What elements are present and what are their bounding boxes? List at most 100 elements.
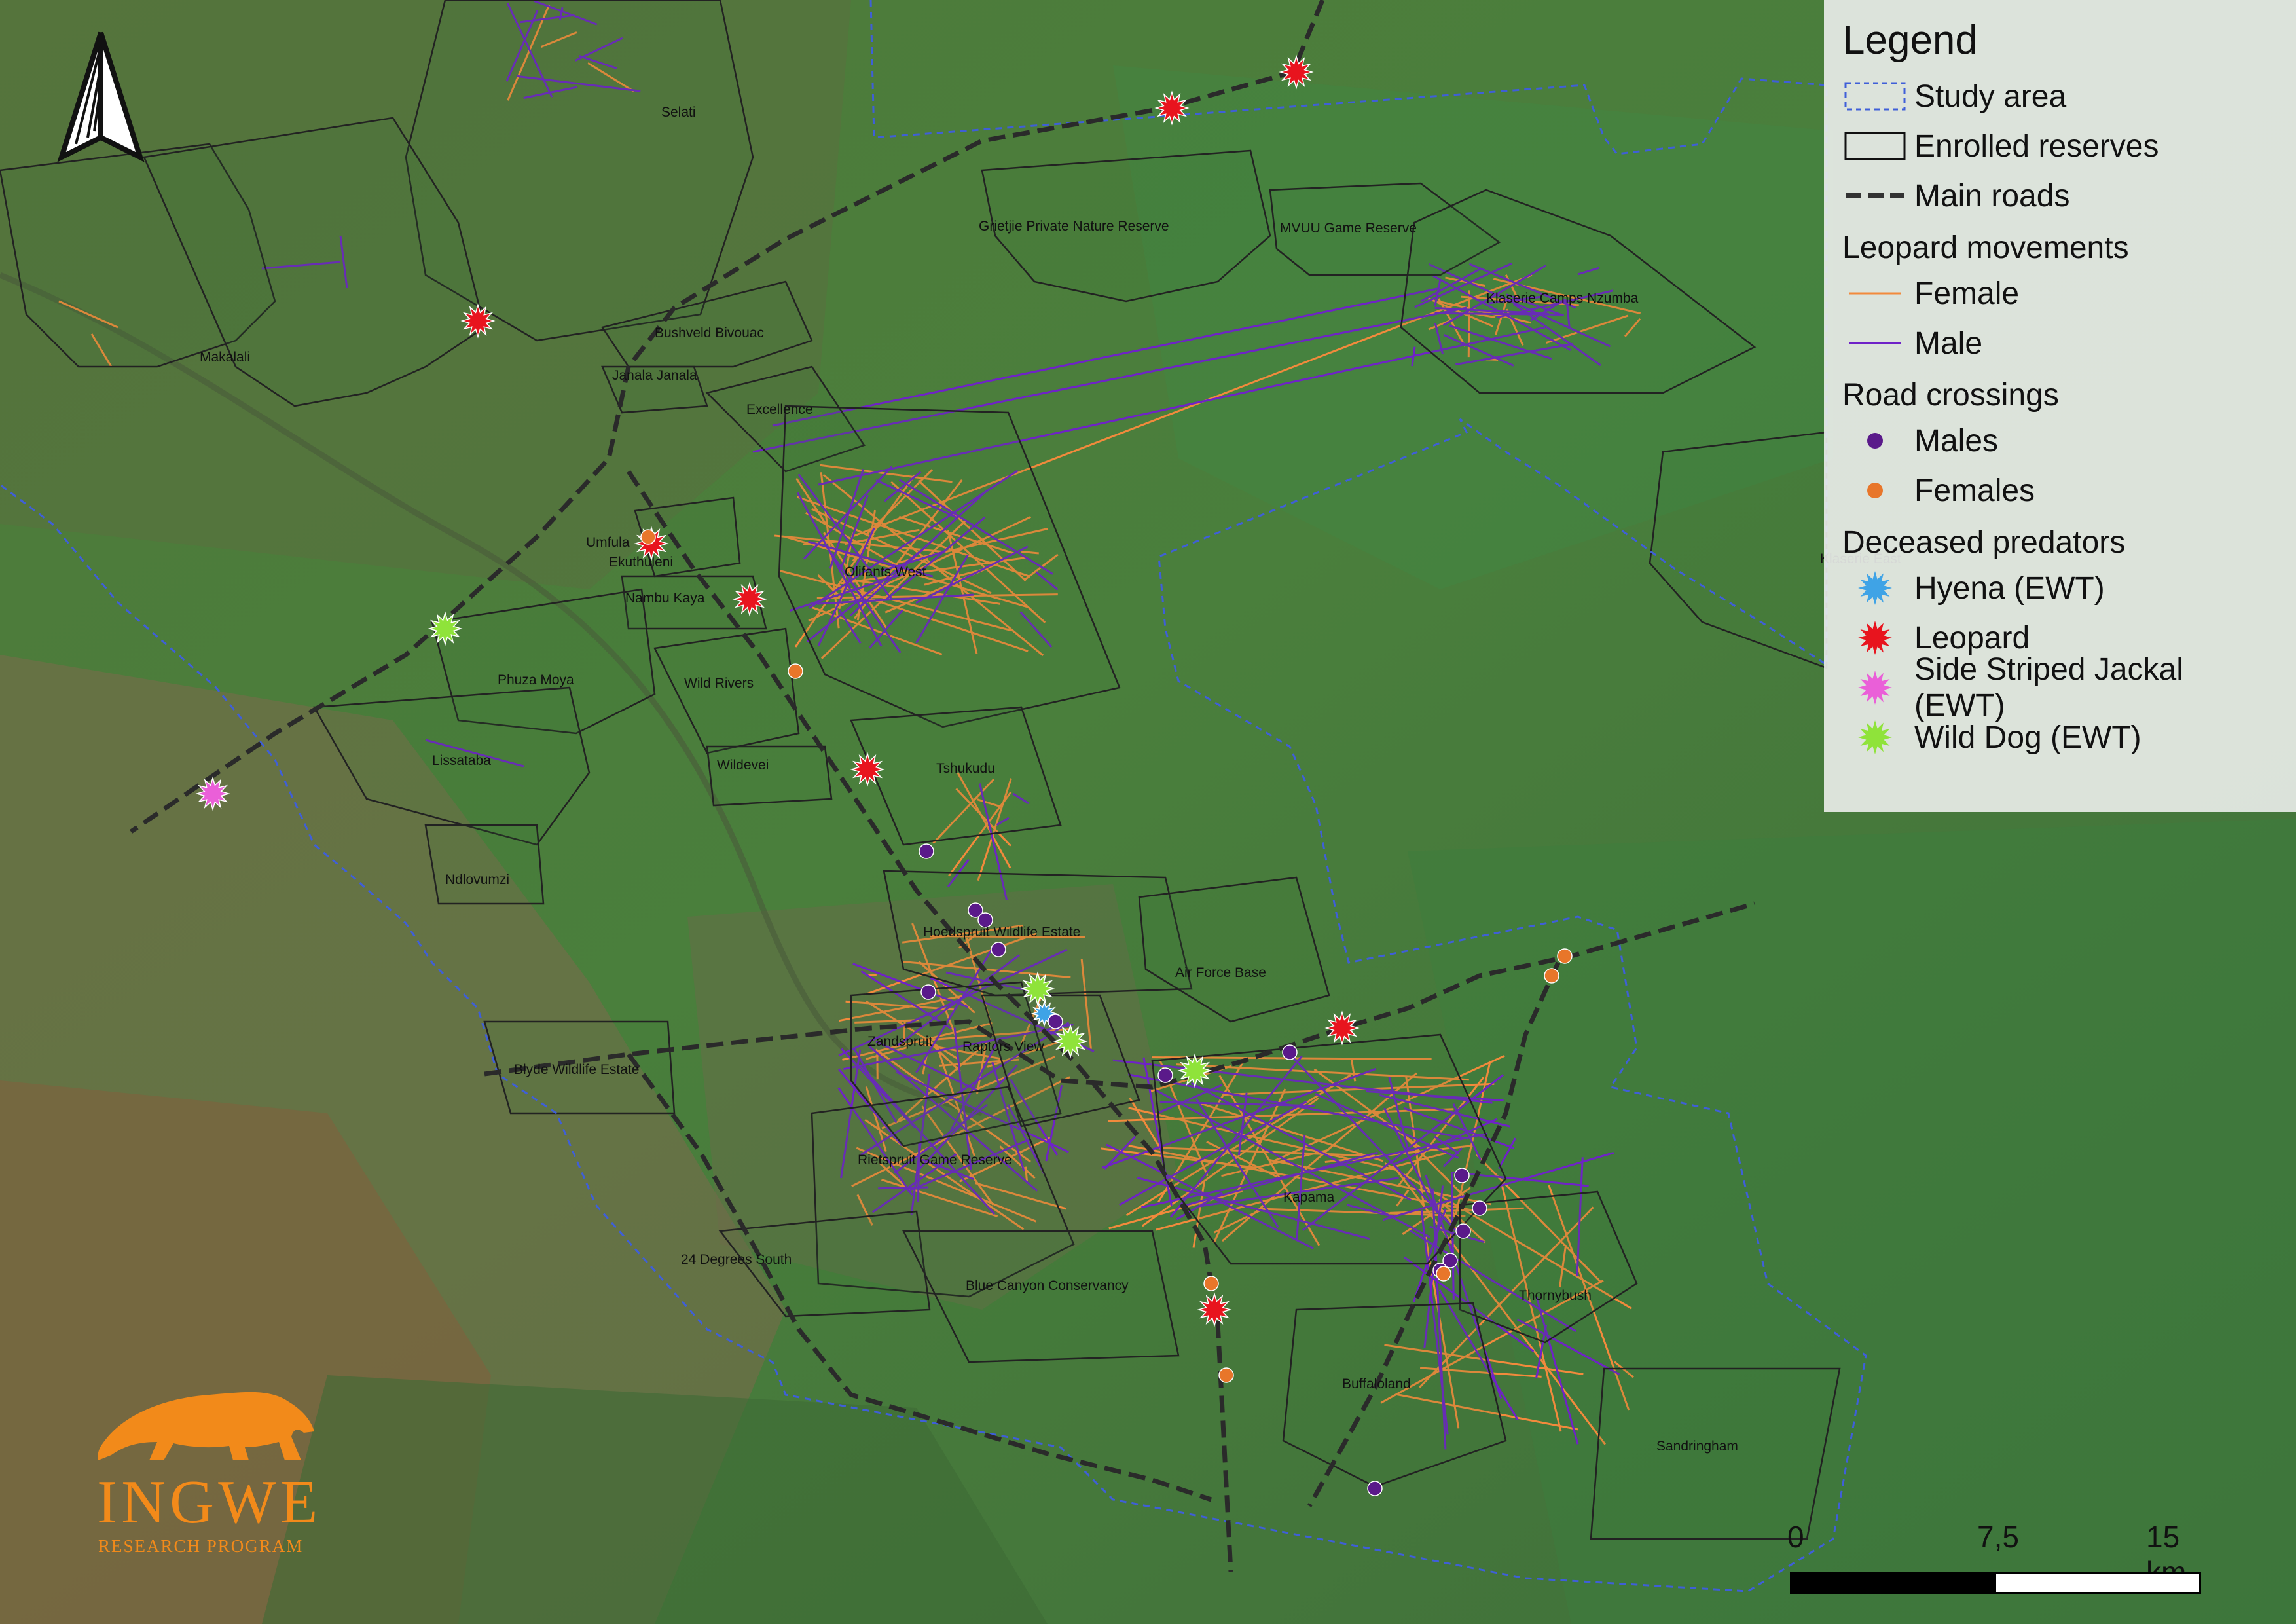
female-track [1101, 1147, 1255, 1169]
male-track [1414, 262, 1512, 308]
female-track [976, 1041, 988, 1094]
ingwe-logo: INGWE RESEARCH PROGRAM [85, 1369, 347, 1565]
legend-item-female: Female [1842, 268, 2278, 318]
road-crossing-female-dot [1557, 948, 1573, 964]
female-track [854, 1019, 919, 1024]
female-track [875, 1048, 1031, 1163]
male-track [1292, 1057, 1459, 1234]
reserve-boundary [706, 745, 833, 807]
female-track [839, 994, 966, 1022]
legend-symbol [1842, 77, 1908, 116]
female-track [917, 479, 1027, 581]
male-track [1410, 1230, 1576, 1333]
reserve-label: Hoedspruit Wildlife Estate [923, 925, 1080, 940]
legend-item-leopard: Leopard [1842, 613, 2278, 663]
female-track [1396, 1393, 1578, 1431]
legend-symbol [1842, 471, 1908, 510]
logo-subtitle: RESEARCH PROGRAM [98, 1536, 304, 1556]
reserve-boundary [483, 1020, 676, 1115]
female-track [778, 569, 1012, 632]
female-legend-icon [1849, 292, 1901, 295]
deceased-leopard-marker [732, 581, 767, 617]
male-track [878, 1186, 929, 1190]
legend-label: Enrolled reserves [1914, 128, 2159, 164]
deceased-wild-dog-marker [428, 611, 463, 646]
road-crossing-male-dot [1455, 1223, 1471, 1239]
terrain-patch [0, 655, 786, 1624]
female-track [1558, 1244, 1567, 1288]
male-track [875, 1040, 977, 1092]
reserve-boundary [0, 143, 276, 368]
female-track [820, 519, 967, 659]
male-track [1506, 293, 1563, 316]
male-track [1186, 1151, 1378, 1206]
male-track [838, 494, 869, 573]
reserve-label: Janala Janala [612, 368, 697, 383]
main-road [1307, 961, 1561, 1507]
reserve-boundary [1649, 431, 1828, 669]
female-track [955, 788, 1011, 847]
legend-item-crossing-male: Males [1842, 416, 2278, 466]
reserve-label: Selati [661, 105, 696, 120]
reserve-legend-icon [1844, 132, 1906, 160]
female-track [897, 1045, 983, 1122]
male-track [898, 479, 1053, 575]
reserve-label: Kapama [1283, 1190, 1335, 1205]
reserve-boundary [143, 117, 486, 407]
legend-item-crossing-female: Females [1842, 466, 2278, 515]
reserve-label: Blyde Wildlife Estate [514, 1062, 639, 1077]
road-crossing-male-dot [1367, 1481, 1383, 1496]
female-track [845, 1000, 955, 1011]
logo-name: INGWE [97, 1468, 322, 1536]
male-track [852, 963, 969, 1008]
male-track [953, 1027, 972, 1170]
leopard-legend-icon [1858, 621, 1892, 655]
male-track [1577, 267, 1599, 276]
male-track [1296, 1134, 1306, 1240]
deceased-leopard-marker [1324, 1010, 1360, 1046]
reserve-label: Wildevei [717, 758, 769, 773]
legend-item-wild-dog: Wild Dog (EWT) [1842, 712, 2278, 762]
male-track [505, 10, 539, 82]
reserve-label: Zandspruit [867, 1034, 932, 1049]
male-track [917, 1143, 920, 1202]
male-track [896, 1071, 1069, 1153]
male-track [907, 1138, 1030, 1192]
reserve-boundary [902, 1230, 1180, 1363]
male-track [425, 739, 524, 767]
road-legend-icon [1846, 193, 1904, 198]
reserve-label: Umfula [586, 535, 630, 550]
male-track [843, 1024, 1074, 1071]
reserve-boundary [850, 706, 1062, 846]
female-track [845, 528, 920, 545]
reserve-label: Lissataba [432, 753, 491, 768]
road-crossing-male-dot [1442, 1253, 1458, 1268]
male-track [1403, 1107, 1515, 1149]
study-area-boundary [0, 0, 1867, 1593]
reserve-label: Buffaloland [1342, 1376, 1411, 1392]
male-track [261, 261, 341, 270]
male-track [979, 783, 1008, 900]
legend-label: Wild Dog (EWT) [1914, 720, 2141, 755]
legend-deceased-title: Deceased predators [1842, 525, 2126, 560]
male-track [578, 54, 617, 69]
legend-item-road: Main roads [1842, 171, 2278, 221]
male-track [1442, 265, 1546, 327]
leopard-logo-icon [98, 1392, 314, 1460]
legend-symbol [1842, 718, 1908, 757]
male-legend-icon [1849, 342, 1901, 344]
hyena-legend-icon [1858, 571, 1892, 605]
markers-layer [195, 54, 1573, 1496]
female-track [881, 1179, 998, 1217]
male-track [826, 546, 902, 654]
female-track [1025, 1166, 1029, 1182]
reserve-boundary [600, 280, 813, 368]
reserve-label: Tshukudu [936, 761, 995, 776]
deceased-leopard-marker [850, 752, 885, 787]
terrain-patch [262, 1375, 1048, 1624]
male-track [1112, 1059, 1493, 1104]
male-track [520, 14, 575, 24]
female-track [1445, 276, 1485, 287]
reserve-boundary [1400, 189, 1757, 394]
terrain-patch [1408, 819, 2296, 1624]
